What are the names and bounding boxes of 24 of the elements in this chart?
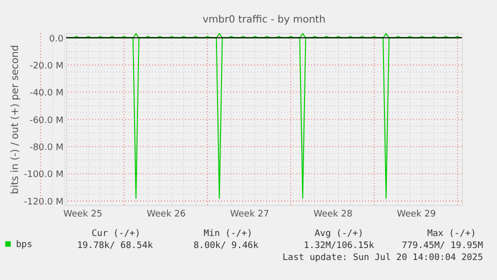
y-tick-label: -120.0 M [24, 197, 64, 208]
text: 779.45M/ 19.95M [402, 241, 484, 251]
y-tick-label: -60.0 M [30, 116, 64, 126]
y-tick-label: -80.0 M [30, 143, 64, 154]
x-tick-label: Week 26 [146, 210, 186, 220]
y-axis-title: bits in (-) / out (+) per second [10, 44, 21, 194]
text: Cur (-/+) [92, 229, 140, 239]
text: Max (-/+) [427, 229, 476, 239]
x-tick-label: Week 25 [63, 210, 102, 220]
text: Last update: Sun Jul 20 14:00:04 2025 [282, 253, 483, 263]
y-tick-label: 0.0 [49, 34, 64, 44]
text: 8.00k/ 9.46k [193, 241, 260, 251]
y-tick-label: -20.0 M [30, 61, 64, 72]
chart-title: vmbr0 traffic - by month [202, 14, 326, 26]
x-tick-label: Week 27 [230, 210, 270, 220]
text: 1.32M/106.15k [304, 241, 375, 251]
y-tick-label: -100.0 M [24, 170, 64, 180]
text: 19.78k/ 68.54k [77, 241, 154, 251]
legend-label: bps [16, 240, 32, 250]
y-tick-label: -40.0 M [30, 88, 64, 99]
x-tick-label: Week 29 [396, 210, 436, 220]
x-tick-label: Week 28 [313, 210, 353, 220]
text: Min (-/+) [204, 229, 252, 239]
text: Avg (-/+) [314, 229, 364, 239]
